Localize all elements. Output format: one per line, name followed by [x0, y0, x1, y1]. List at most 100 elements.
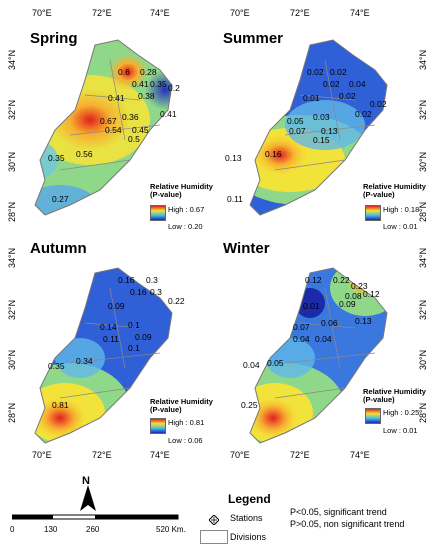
lon-label: 72°E: [290, 8, 310, 18]
station-value: 0.05: [267, 358, 284, 368]
lat-label: 34°N: [7, 49, 17, 70]
legend-low: Low : 0.01: [383, 222, 418, 231]
lat-label: 32°N: [7, 99, 17, 120]
spring-map: [34, 39, 173, 216]
station-value: 0.16: [130, 287, 147, 297]
station-value: 0.16: [118, 275, 135, 285]
station-value: 0.35: [48, 153, 65, 163]
legend-title: Relative Humidity (P-value): [150, 397, 213, 415]
winter-map: [249, 267, 388, 444]
legend-low: Low : 0.06: [168, 436, 203, 445]
lat-label: 34°N: [418, 247, 428, 268]
lon-label: 74°E: [150, 8, 170, 18]
color-ramp: [365, 205, 381, 221]
station-value: 0.13: [321, 126, 338, 136]
legend-heading: Legend: [228, 492, 271, 506]
divisions-swatch: [200, 530, 228, 544]
note-nonsignificant: P>0.05, non significant trend: [290, 519, 405, 529]
lon-label: 72°E: [290, 450, 310, 460]
station-value: 0.06: [321, 318, 338, 328]
scale-bar-graphic: [12, 514, 179, 520]
lon-label: 70°E: [230, 8, 250, 18]
lon-label: 74°E: [350, 8, 370, 18]
station-value: 0.11: [227, 194, 243, 204]
station-value: 0.35: [48, 361, 65, 371]
station-value: 0.56: [76, 149, 93, 159]
station-value: 0.04: [349, 79, 366, 89]
scale-tick: 130: [44, 525, 58, 534]
station-value: 0.07: [293, 322, 310, 332]
station-value: 0.38: [138, 91, 155, 101]
lon-label: 74°E: [350, 450, 370, 460]
station-value: 0.04: [293, 334, 310, 344]
season-title: Autumn: [30, 240, 87, 257]
station-value: 0.36: [122, 112, 139, 122]
station-value: 0.02: [370, 99, 387, 109]
station-value: 0.25: [241, 400, 258, 410]
station-value: 0.03: [313, 112, 330, 122]
scale-tick: 0: [10, 525, 15, 534]
station-value: 0.09: [339, 299, 356, 309]
autumn-map: [34, 267, 173, 444]
legend-high: High : 0.67: [168, 205, 205, 214]
station-value: 0.22: [333, 275, 350, 285]
lat-label: 28°N: [7, 201, 17, 222]
station-value: 0.28: [140, 67, 157, 77]
lat-label: 30°N: [7, 349, 17, 370]
station-value: 0.41: [108, 93, 125, 103]
color-ramp: [150, 418, 166, 434]
station-value: 0.02: [355, 109, 372, 119]
station-value: 0.11: [103, 334, 119, 344]
legend-low: Low : 0.20: [168, 222, 203, 231]
legend-divisions: Divisions: [230, 532, 267, 542]
lat-label: 30°N: [418, 349, 428, 370]
scale-tick: 520 Km.: [156, 525, 186, 534]
station-value: 0.16: [265, 149, 282, 159]
station-value: 0.02: [323, 79, 340, 89]
legend-high: High : 0.81: [168, 418, 205, 427]
legend-stations: Stations: [230, 513, 263, 523]
lon-label: 74°E: [150, 450, 170, 460]
station-value: 0.09: [108, 301, 125, 311]
station-value: 0.35: [150, 79, 167, 89]
station-value: 0.5: [128, 134, 140, 144]
station-value: 0.27: [52, 194, 69, 204]
scale-bar: 0 130 260 520 Km.: [8, 514, 186, 544]
station-value: 0.3: [146, 275, 158, 285]
season-title: Spring: [30, 30, 78, 47]
lat-label: 32°N: [418, 299, 428, 320]
station-value: 0.81: [52, 400, 69, 410]
panel-spring: Spring 70°E 72°E 74°E 34°N 32°N 30°N 28°…: [0, 0, 215, 240]
lat-label: 28°N: [7, 402, 17, 423]
station-value: 0.13: [355, 316, 372, 326]
color-ramp: [150, 205, 166, 221]
season-title: Winter: [223, 240, 270, 257]
lon-label: 70°E: [32, 8, 52, 18]
legend-high: High : 0.25: [383, 408, 420, 417]
color-ramp: [365, 408, 381, 424]
station-value: 0.09: [135, 332, 152, 342]
lat-label: 30°N: [418, 151, 428, 172]
station-value: 0.41: [132, 79, 149, 89]
station-value: 0.01: [303, 301, 320, 311]
legend-high: High : 0.18: [383, 205, 420, 214]
lat-label: 30°N: [7, 151, 17, 172]
station-icon: [208, 512, 220, 526]
lat-label: 34°N: [418, 49, 428, 70]
lat-label: 34°N: [7, 247, 17, 268]
station-value: 0.02: [339, 91, 356, 101]
legend-title: Relative Humidity (P-value): [363, 182, 426, 200]
station-value: 0.14: [100, 322, 117, 332]
station-value: 0.12: [363, 289, 380, 299]
station-value: 0.1: [128, 343, 140, 353]
station-value: 0.34: [76, 356, 93, 366]
legend-low: Low : 0.01: [383, 426, 418, 435]
station-value: 0.23: [351, 281, 368, 291]
station-value: 0.45: [132, 125, 149, 135]
scale-tick: 260: [86, 525, 100, 534]
panel-autumn: Autumn 34°N 32°N 30°N 28°N 0.16 0.3 0.16…: [0, 228, 215, 468]
station-value: 0.04: [243, 360, 260, 370]
station-value: 0.02: [307, 67, 324, 77]
north-label: N: [82, 475, 90, 487]
note-significant: P<0.05, significant trend: [290, 507, 387, 517]
